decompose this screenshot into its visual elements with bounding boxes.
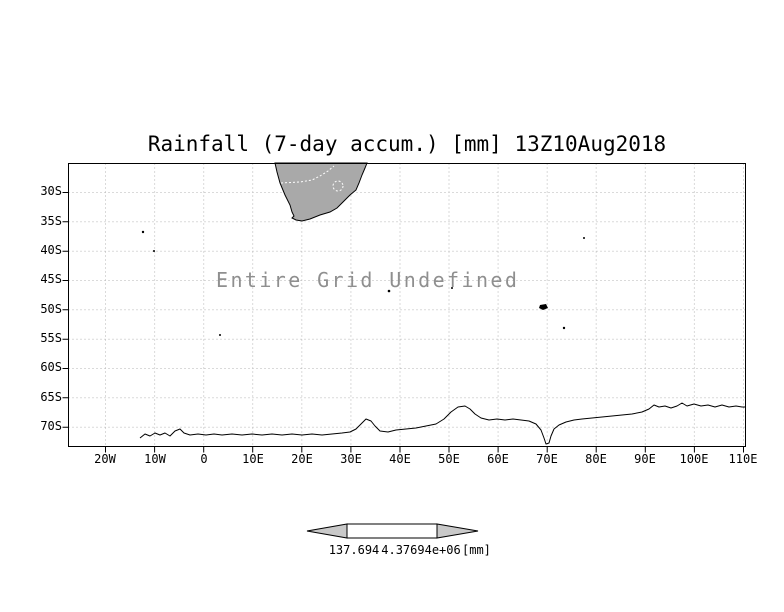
legend-min-label: 137.694 [328, 543, 380, 557]
legend-max-label: 4.37694e+06 [381, 543, 461, 557]
lon-tick-0: 0 [200, 452, 208, 466]
lon-tick-90E: 90E [634, 452, 656, 466]
grid-lines [68, 163, 746, 447]
legend-unit-label: [mm] [462, 543, 491, 557]
lon-tick-10E: 10E [242, 452, 264, 466]
entire-grid-undefined-label: Entire Grid Undefined [216, 268, 520, 292]
island-dots [141, 230, 585, 336]
lon-tick-10W: 10W [144, 452, 166, 466]
lon-tick-80E: 80E [585, 452, 607, 466]
legend-colorbar [306, 523, 479, 539]
lon-tick-70E: 70E [536, 452, 558, 466]
lon-ticks [105, 446, 744, 453]
lon-tick-110E: 110E [728, 452, 758, 466]
lesotho-border [332, 180, 344, 192]
lat-tick-35S: 35S [40, 214, 62, 228]
legend-right-arrow [436, 523, 479, 539]
lon-tick-20W: 20W [94, 452, 116, 466]
island-kerguelen [539, 304, 548, 310]
island-dot [562, 326, 566, 330]
lat-tick-70S: 70S [40, 419, 62, 433]
plot-border [68, 163, 746, 447]
island-dot [387, 289, 391, 293]
axis-ticks [62, 192, 744, 453]
lon-tick-40E: 40E [389, 452, 411, 466]
island-dot [583, 237, 585, 239]
antarctica-coastline [139, 402, 746, 445]
lat-tick-65S: 65S [40, 390, 62, 404]
lat-tick-55S: 55S [40, 331, 62, 345]
island-dot [141, 230, 145, 234]
island-dot [153, 250, 155, 252]
lat-ticks [62, 192, 69, 428]
lat-tick-50S: 50S [40, 302, 62, 316]
lon-tick-20E: 20E [291, 452, 313, 466]
lat-tick-40S: 40S [40, 243, 62, 257]
lat-tick-30S: 30S [40, 184, 62, 198]
legend-left-arrow [306, 523, 348, 539]
africa-landmass-shape [274, 162, 368, 222]
legend-mid-box [346, 523, 438, 539]
lat-tick-45S: 45S [40, 272, 62, 286]
island-dot [219, 334, 221, 336]
africa-landmass [274, 162, 368, 222]
island-dot [451, 287, 453, 289]
lon-tick-50E: 50E [438, 452, 460, 466]
lon-tick-100E: 100E [679, 452, 709, 466]
lon-tick-60E: 60E [487, 452, 509, 466]
lon-tick-30E: 30E [340, 452, 362, 466]
plot-title: Rainfall (7-day accum.) [mm] 13Z10Aug201… [147, 132, 667, 156]
lat-tick-60S: 60S [40, 360, 62, 374]
